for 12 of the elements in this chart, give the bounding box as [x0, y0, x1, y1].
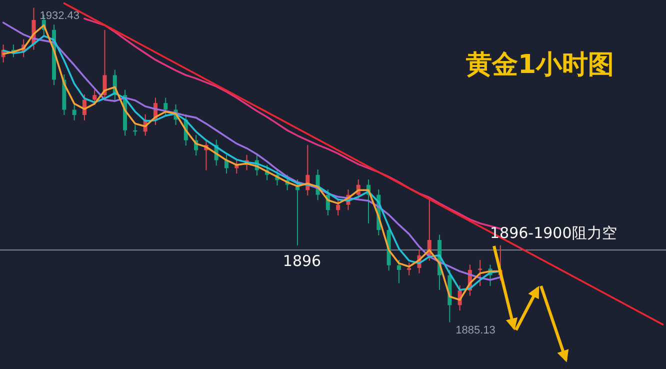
annotation: 1885.13 [456, 324, 496, 336]
text: 黄金1小时图 [464, 50, 614, 80]
ref-line-label: 1896 [282, 252, 322, 270]
candlestick [164, 97, 168, 116]
candlestick [72, 104, 76, 121]
candlestick [407, 262, 412, 276]
candlestick [92, 89, 97, 106]
annotation: 1932.43 [40, 10, 80, 22]
candlestick [478, 259, 482, 286]
annotation: 1896-1900阻力空 [490, 224, 617, 242]
candlestick [336, 198, 340, 216]
candlestick [396, 259, 401, 284]
